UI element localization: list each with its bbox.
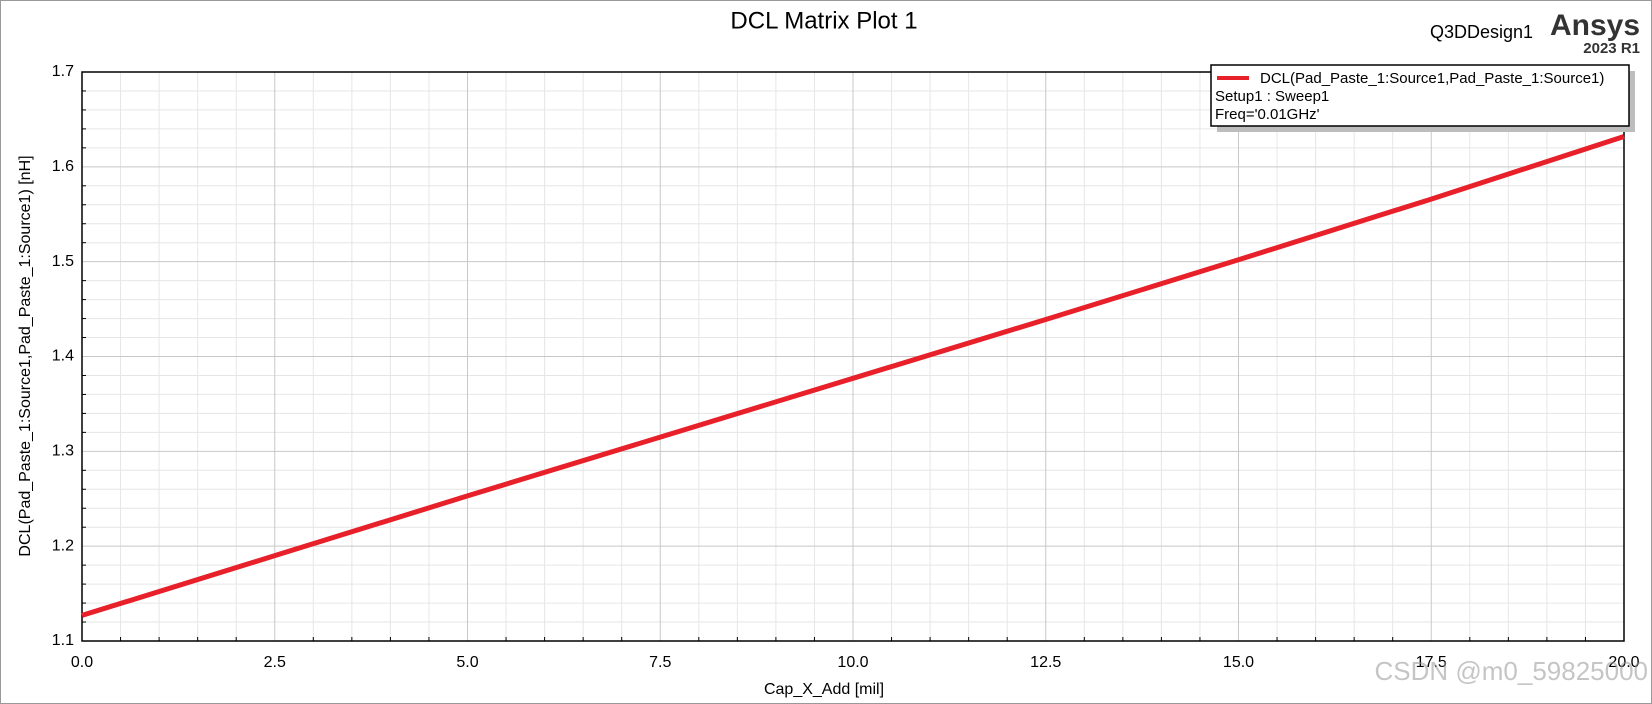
x-tick-label: 0.0 (71, 654, 93, 671)
y-tick-label: 1.1 (52, 632, 74, 649)
legend-note: Freq='0.01GHz' (1215, 106, 1320, 123)
legend-note: Setup1 : Sweep1 (1215, 88, 1329, 105)
x-axis-label: Cap_X_Add [mil] (764, 681, 884, 698)
design-name: Q3DDesign1 (1430, 22, 1533, 42)
legend-label: DCL(Pad_Paste_1:Source1,Pad_Paste_1:Sour… (1260, 70, 1604, 87)
x-tick-label: 7.5 (649, 654, 671, 671)
watermark: CSDN @m0_59825000 (1374, 656, 1648, 686)
y-tick-label: 1.4 (52, 348, 74, 365)
y-tick-label: 1.3 (52, 443, 74, 460)
y-tick-label: 1.5 (52, 253, 74, 270)
x-tick-label: 12.5 (1030, 654, 1061, 671)
data-line (81, 134, 1625, 618)
x-tick-label: 10.0 (837, 654, 868, 671)
y-axis-label: DCL(Pad_Paste_1:Source1,Pad_Paste_1:Sour… (17, 155, 34, 556)
plot-border (81, 71, 1625, 642)
x-tick-label: 17.5 (1416, 654, 1447, 671)
y-tick-label: 1.7 (52, 63, 74, 80)
version: 2023 R1 (1583, 40, 1640, 57)
brand: Ansys (1550, 9, 1640, 42)
y-tick-label: 1.6 (52, 158, 74, 175)
x-tick-label: 20.0 (1608, 654, 1639, 671)
chart-title: DCL Matrix Plot 1 (730, 7, 917, 34)
y-tick-label: 1.2 (52, 537, 74, 554)
legend-box (1210, 64, 1630, 127)
x-tick-label: 2.5 (264, 654, 286, 671)
x-tick-label: 5.0 (456, 654, 478, 671)
x-tick-label: 15.0 (1223, 654, 1254, 671)
